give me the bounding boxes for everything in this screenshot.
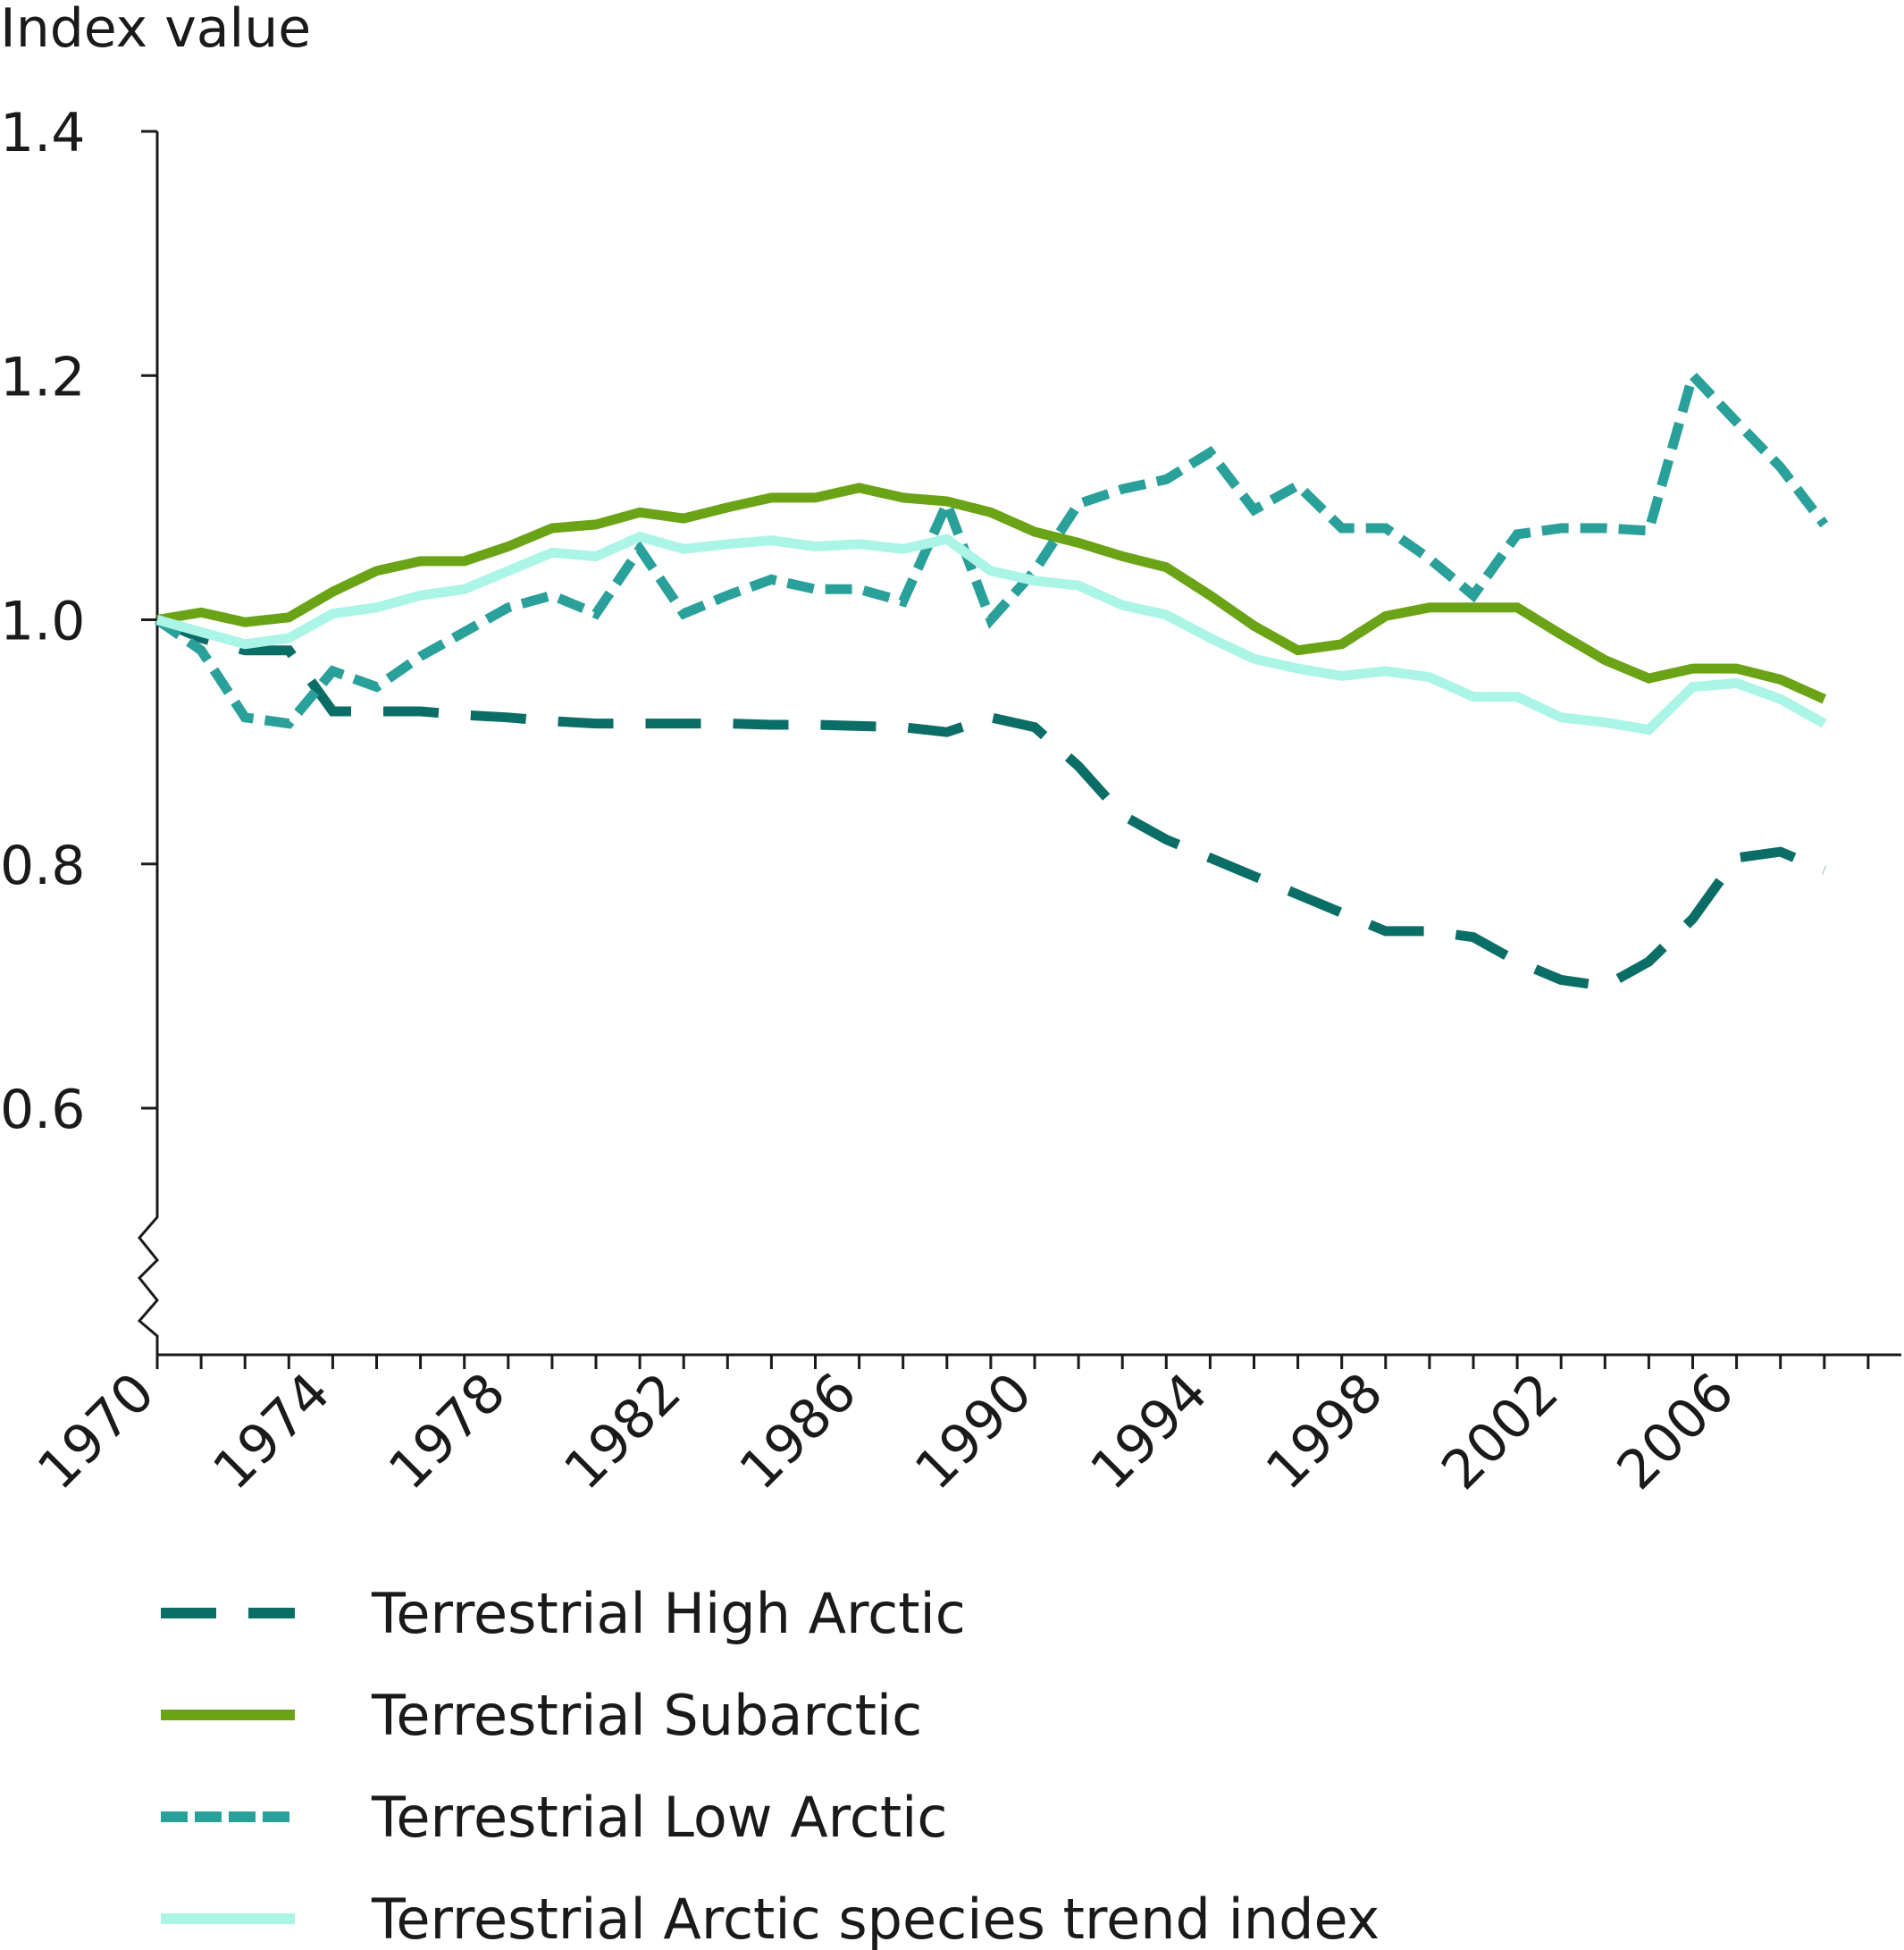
legend-label: Terrestrial High Arctic xyxy=(371,1581,966,1646)
x-tick-label: 1982 xyxy=(552,1361,692,1501)
x-tick-label: 2006 xyxy=(1606,1361,1746,1501)
y-tick-label: 1.2 xyxy=(0,346,85,408)
y-tick-label: 0.6 xyxy=(0,1079,85,1141)
y-tick-label: 1.4 xyxy=(0,102,85,164)
series-line-terrestrial-subarctic xyxy=(156,483,1827,704)
x-tick-label: 1978 xyxy=(377,1361,517,1501)
y-tick-label: 0.8 xyxy=(0,835,85,897)
series-line-terrestrial-high-arctic xyxy=(155,615,1826,992)
y-axis-title: Index value xyxy=(0,0,311,60)
axes xyxy=(137,131,1901,1357)
legend-label: Terrestrial Subarctic xyxy=(371,1683,922,1748)
series-line-terrestrial-arctic-species-trend-index xyxy=(155,531,1827,735)
legend-label: Terrestrial Arctic species trend index xyxy=(371,1887,1380,1950)
series-lines xyxy=(154,366,1829,992)
x-tick-label: 1990 xyxy=(903,1361,1044,1501)
y-tick-label: 1.0 xyxy=(0,591,85,653)
series-line-terrestrial-low-arctic xyxy=(154,366,1829,729)
y-axis-title-text: Index value xyxy=(0,0,311,60)
y-axis-ticks: 0.6 0.8 1.0 1.2 1.4 xyxy=(0,102,157,1141)
x-tick-label: 1974 xyxy=(202,1361,342,1501)
x-tick-label: 2002 xyxy=(1430,1361,1570,1501)
x-tick-label: 1986 xyxy=(728,1361,868,1501)
y-axis-line xyxy=(137,131,160,1355)
x-tick-label: 1998 xyxy=(1254,1361,1395,1501)
legend-label: Terrestrial Low Arctic xyxy=(371,1785,947,1850)
legend: Terrestrial High Arctic Terrestrial Subar… xyxy=(161,1581,1380,1950)
x-axis-ticks: 1970 1974 1978 1982 1986 1990 1994 1998 2002 2006 xyxy=(26,1355,1870,1502)
x-tick-label: 1994 xyxy=(1079,1361,1220,1501)
x-tick-label: 1970 xyxy=(26,1361,166,1501)
